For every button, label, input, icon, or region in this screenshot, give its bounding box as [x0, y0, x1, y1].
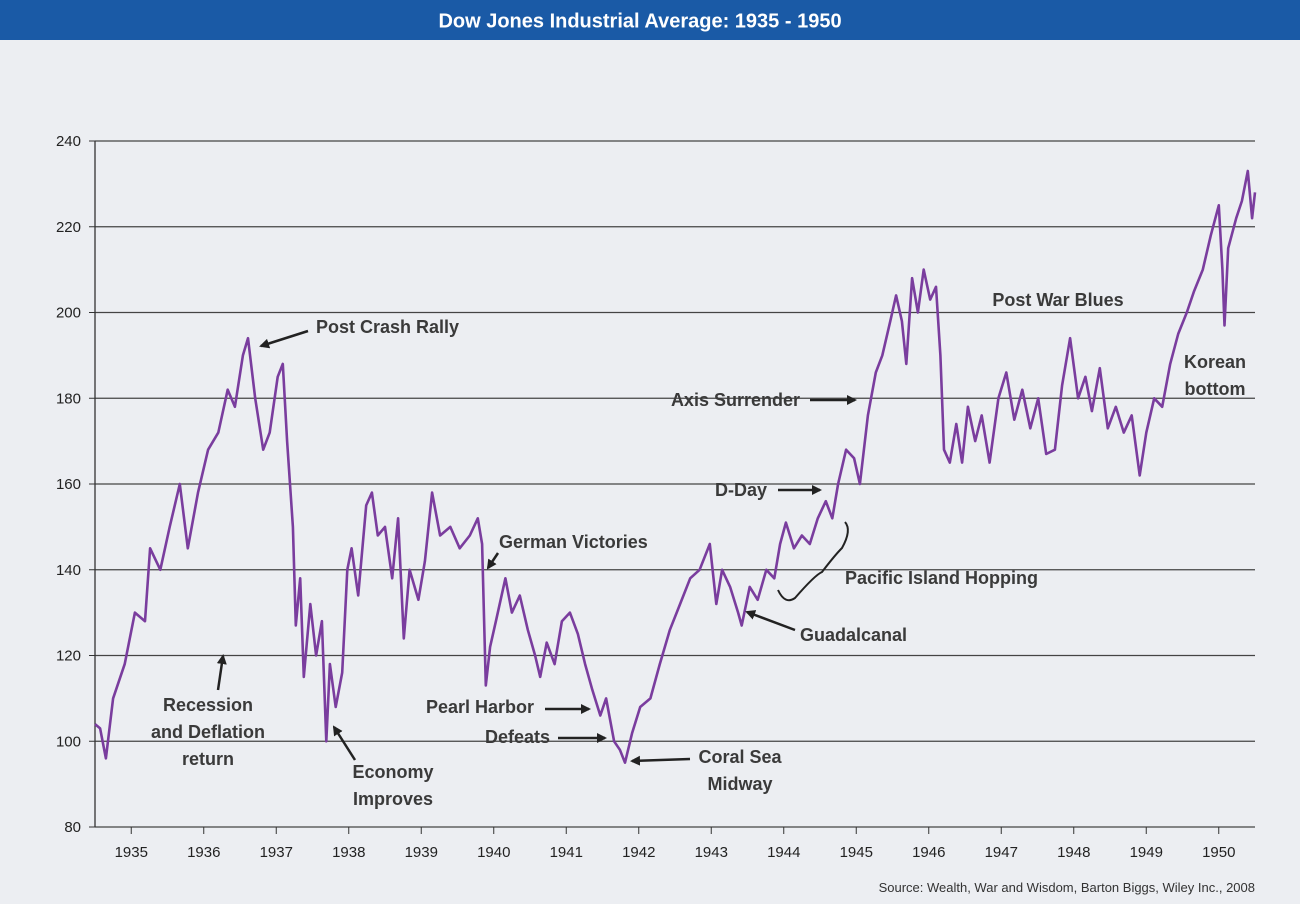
annotation: Improves — [353, 789, 433, 809]
y-tick-label: 200 — [56, 305, 81, 322]
annotation-arrow — [332, 725, 357, 761]
y-tick-label: 180 — [56, 390, 81, 407]
brace — [777, 521, 849, 602]
y-tick-label: 140 — [56, 562, 81, 579]
annotation: return — [182, 749, 234, 769]
annotation: D-Day — [715, 480, 767, 500]
annotation: Pearl Harbor — [426, 697, 534, 717]
x-tick-label: 1945 — [840, 844, 873, 861]
x-tick-label: 1949 — [1130, 844, 1163, 861]
annotation-arrow — [259, 329, 309, 349]
x-tick-label: 1937 — [260, 844, 293, 861]
x-tick-label: 1950 — [1202, 844, 1235, 861]
x-tick-label: 1946 — [912, 844, 945, 861]
y-tick-label: 120 — [56, 648, 81, 665]
annotation-arrow — [486, 552, 500, 570]
annotation: Coral Sea — [698, 747, 782, 767]
annotation-arrow — [216, 654, 227, 691]
annotation: and Deflation — [151, 722, 265, 742]
x-tick-label: 1936 — [187, 844, 220, 861]
x-tick-label: 1947 — [985, 844, 1018, 861]
annotation: Recession — [163, 695, 253, 715]
x-tick-label: 1940 — [477, 844, 510, 861]
annotation: bottom — [1185, 379, 1246, 399]
source: Source: Wealth, War and Wisdom, Barton B… — [879, 880, 1255, 895]
title-bar — [0, 0, 1300, 40]
y-tick-label: 240 — [56, 133, 81, 150]
y-tick-label: 160 — [56, 476, 81, 493]
x-tick-label: 1943 — [695, 844, 728, 861]
annotation: Korean — [1184, 352, 1246, 372]
annotation: Economy — [352, 762, 433, 782]
annotation: Guadalcanal — [800, 625, 907, 645]
annotation: Defeats — [485, 727, 550, 747]
y-tick-label: 100 — [56, 733, 81, 750]
annotation: German Victories — [499, 532, 648, 552]
annotation: Post Crash Rally — [316, 317, 459, 337]
annotation: Midway — [707, 774, 772, 794]
y-tick-label: 220 — [56, 219, 81, 236]
chart-title: Dow Jones Industrial Average: 1935 - 195… — [438, 10, 841, 32]
x-tick-label: 1935 — [115, 844, 148, 861]
x-tick-label: 1944 — [767, 844, 800, 861]
annotation-arrow — [745, 610, 796, 632]
annotation: Post War Blues — [992, 290, 1123, 310]
annotation-arrow — [630, 755, 691, 766]
x-tick-label: 1941 — [550, 844, 583, 861]
annotation: Pacific Island Hopping — [845, 568, 1038, 588]
x-tick-label: 1939 — [405, 844, 438, 861]
y-tick-label: 80 — [64, 819, 81, 836]
x-tick-label: 1938 — [332, 844, 365, 861]
x-tick-label: 1948 — [1057, 844, 1090, 861]
annotation: Axis Surrender — [671, 390, 800, 410]
data-line — [94, 169, 1257, 764]
x-tick-label: 1942 — [622, 844, 655, 861]
